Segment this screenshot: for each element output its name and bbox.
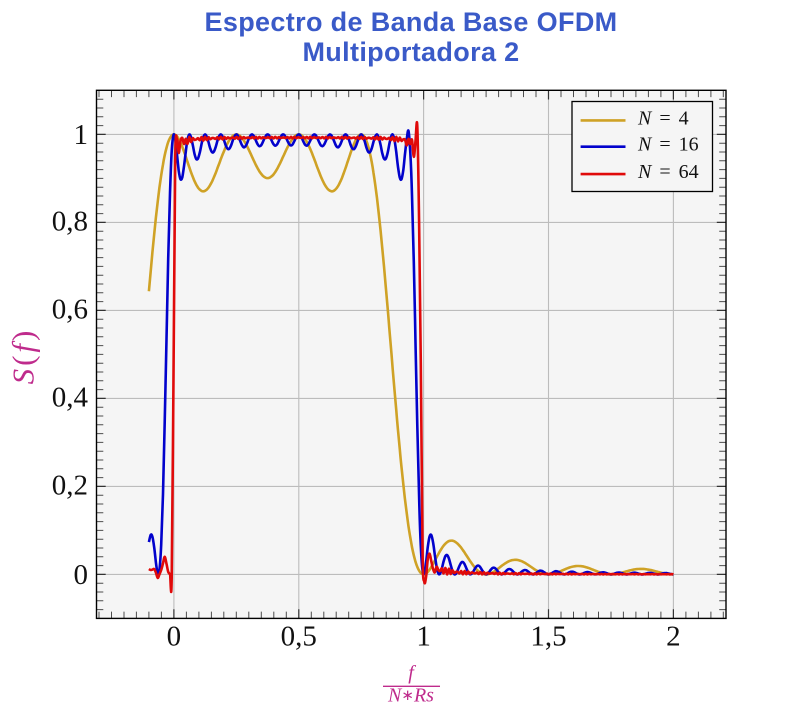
svg-text:N = 16: N = 16 — [637, 134, 699, 156]
svg-text:N = 64: N = 64 — [637, 161, 699, 183]
svg-text:0,4: 0,4 — [52, 382, 89, 414]
svg-text:N∗Rs: N∗Rs — [387, 685, 434, 707]
svg-text:0,8: 0,8 — [52, 206, 88, 238]
svg-text:f: f — [408, 662, 416, 684]
svg-text:1: 1 — [416, 621, 431, 653]
svg-text:0: 0 — [167, 621, 182, 653]
svg-text:1: 1 — [74, 119, 89, 151]
svg-text:0: 0 — [74, 559, 89, 591]
svg-text:0,5: 0,5 — [281, 621, 317, 653]
svg-text:1,5: 1,5 — [530, 621, 566, 653]
svg-text:2: 2 — [666, 621, 681, 653]
svg-text:N = 4: N = 4 — [637, 107, 689, 129]
svg-text:0,2: 0,2 — [52, 470, 88, 502]
svg-text:S(f): S(f) — [6, 328, 41, 385]
svg-text:0,6: 0,6 — [52, 294, 88, 326]
